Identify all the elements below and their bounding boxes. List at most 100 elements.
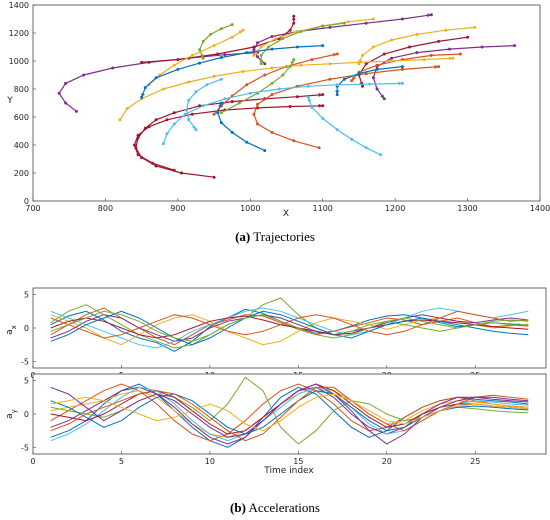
trajectory-plot-area [32,4,541,202]
ax-y-tick-label: -5 [21,357,29,366]
trajectory-point [172,63,176,67]
trajectory-point [266,45,270,49]
ay-plot: 0 5 10 15 20 25-505 ay Time index [5,373,547,476]
trajectory-x-tick-label: 900 [170,204,185,213]
trajectory-point [292,14,296,18]
trajectory-point [237,101,241,105]
trajectory-arrowhead [398,81,403,86]
trajectory-y-tick-label: 1400 [9,1,29,10]
ax-series-group [50,297,529,352]
caption-a: (a) Trajectories [0,229,550,245]
trajectory-point [346,20,350,24]
trajectory-point [270,130,274,134]
trajectory-point [364,62,368,66]
trajectory-arrowhead [332,53,338,57]
trajectory-point [190,112,194,116]
trajectory-point [201,39,205,43]
ax-y-tick-label: 0 [24,324,29,333]
trajectory-point [140,60,144,64]
trajectory-point [342,21,346,25]
trajectory-point [390,59,394,63]
trajectory-point [281,37,285,41]
ay-x-tick-label: 15 [293,457,303,466]
trajectory-x-tick-label: 1400 [530,204,550,213]
trajectory-point [281,73,285,77]
trajectory-point [400,67,404,71]
trajectory-arrowhead [192,125,196,130]
trajectory-point [371,45,375,49]
trajectory-line-11 [119,57,454,121]
trajectory-point [274,37,278,41]
trajectory-point [422,58,426,62]
trajectory-y-tick-label: 1000 [9,57,29,66]
ay-x-tick-label: 20 [382,457,392,466]
trajectory-point [219,121,223,125]
ay-line-9 [50,386,529,442]
trajectory-point [259,62,263,66]
trajectory-point [270,81,274,85]
trajectory-arrowhead [335,90,340,95]
trajectory-point [321,104,325,108]
trajectory-point [295,95,299,99]
trajectory-point [198,61,202,65]
ax-plot-area [32,287,547,369]
trajectory-point [299,63,303,67]
trajectory-arrowhead [318,103,323,108]
trajectory-point [310,58,314,62]
trajectory-point [364,72,368,76]
ax-line-5 [50,297,529,349]
trajectory-point [382,52,386,56]
trajectory-point [64,101,68,105]
trajectory-point [230,23,234,27]
trajectory-point [306,84,310,88]
trajectory-point [342,77,346,81]
trajectory-point [187,98,191,102]
trajectory-point [379,153,383,157]
trajectory-point [245,140,249,144]
trajectory-point [212,112,216,116]
trajectory-point [183,112,187,116]
trajectory-x-axis-label: X [283,209,289,219]
trajectory-point [198,48,202,52]
trajectory-point [321,44,325,48]
trajectory-point [292,139,296,143]
trajectory-point [400,65,404,69]
ay-y-tick-label: -5 [21,443,29,452]
ax-y-axis-label: ax [5,325,18,335]
ay-x-tick-label: 10 [205,457,215,466]
trajectory-point [256,55,260,59]
trajectory-point [241,70,245,73]
trajectory-point [208,32,212,36]
trajectory-x-tick-label: 700 [25,204,40,213]
trajectory-point [165,118,169,122]
ax-line-9 [50,310,529,339]
trajectory-point [82,73,86,77]
trajectory-point [390,38,394,42]
trajectory-point [375,63,379,67]
trajectory-line-19 [217,102,266,152]
ay-line-10 [50,383,529,445]
trajectory-point [172,122,176,126]
trajectory-point [361,84,365,88]
trajectory-point [480,45,484,49]
trajectory-point [256,41,260,45]
trajectory-point [161,87,165,91]
trajectory-point [288,105,292,108]
ay-y-tick-label: 0 [24,410,29,419]
trajectory-arrowhead [253,51,258,56]
trajectory-point [263,149,267,153]
ay-axis-ticks: 0 5 10 15 20 25-505 [21,377,480,466]
trajectory-point [143,86,147,90]
trajectory-point [154,76,158,80]
trajectory-x-tick-label: 800 [98,204,113,213]
trajectory-point [328,77,332,81]
trajectory-arrowhead [218,103,222,108]
caption-b-label: (b) [230,500,246,515]
ax-line-10 [50,310,529,342]
trajectory-point [161,142,165,146]
trajectory-point [288,65,292,69]
caption-b: (b) Accelerations [0,500,550,516]
trajectory-point [299,30,303,34]
trajectory-point [245,51,249,55]
trajectory-point [151,161,155,165]
